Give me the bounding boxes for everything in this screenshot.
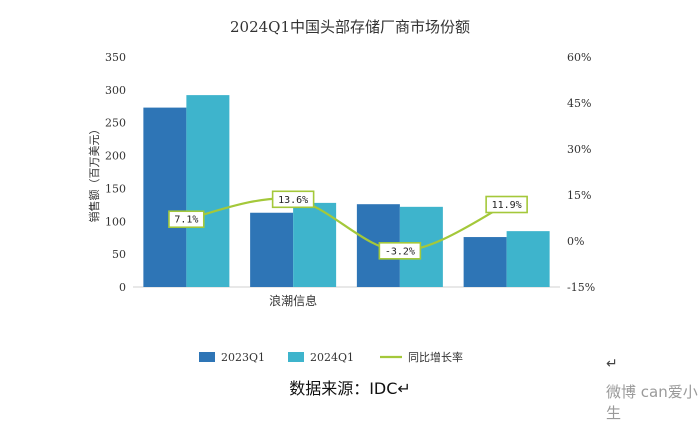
source-note: 数据来源：IDC↵ xyxy=(289,379,411,398)
legend-label-2024q1: 2024Q1 xyxy=(310,351,354,364)
y-axis-label: 销售额（百万美元） xyxy=(87,124,101,223)
y-tick-label: 50 xyxy=(112,248,126,261)
bar-2024q1 xyxy=(186,95,230,287)
y2-tick-label: -15% xyxy=(567,281,595,294)
growth-rate-line xyxy=(186,197,508,252)
y-tick-label: 0 xyxy=(119,281,126,294)
bar-2024q1 xyxy=(506,231,550,287)
legend: 2023Q1 2024Q1 同比增长率 xyxy=(199,350,463,364)
bars-layer xyxy=(143,95,550,287)
y-tick-label: 350 xyxy=(105,51,126,64)
y-tick-label: 300 xyxy=(105,84,126,97)
legend-swatch-2023q1 xyxy=(199,352,215,362)
data-label: 11.9% xyxy=(492,200,522,211)
data-label-box xyxy=(485,195,528,214)
y2-tick-label: 45% xyxy=(567,97,591,110)
axis-layer: 350 300 250 200 150 100 50 0 60% 45% 30% 15% 0% -15% 浪… xyxy=(105,51,595,308)
data-label-box xyxy=(168,210,205,229)
data-label: 7.1% xyxy=(174,215,198,226)
bar-2024q1 xyxy=(293,202,337,287)
x-tick-label: 浪潮信息 xyxy=(269,293,317,308)
watermark: 微博 can爱小生 xyxy=(606,383,698,422)
y-tick-label: 250 xyxy=(105,117,126,130)
y-tick-label: 150 xyxy=(105,182,126,195)
legend-label-growth: 同比增长率 xyxy=(408,350,463,364)
bar-2023q1 xyxy=(143,107,187,287)
legend-label-2023q1: 2023Q1 xyxy=(221,351,265,364)
line-layer: 7.1% 13.6% -3.2% 11.9% xyxy=(168,190,528,260)
y2-tick-label: 0% xyxy=(567,235,584,248)
y2-tick-label: 15% xyxy=(567,189,591,202)
data-label-box xyxy=(378,242,422,260)
y-tick-label: 100 xyxy=(105,215,126,228)
chart: 2024Q1中国头部存储厂商市场份额 销售额（百万美元） 350 300 250 20… xyxy=(87,18,595,364)
y2-tick-label: 30% xyxy=(567,143,591,156)
chart-title: 2024Q1中国头部存储厂商市场份额 xyxy=(230,18,470,36)
legend-swatch-2024q1 xyxy=(288,352,304,362)
data-label-box xyxy=(271,190,315,209)
bar-2023q1 xyxy=(463,237,507,287)
y2-tick-label: 60% xyxy=(567,51,591,64)
bar-2023q1 xyxy=(250,212,294,287)
data-label: 13.6% xyxy=(278,195,308,206)
data-label: -3.2% xyxy=(385,246,415,257)
return-mark: ↵ xyxy=(606,356,618,372)
y-tick-label: 200 xyxy=(105,150,126,163)
